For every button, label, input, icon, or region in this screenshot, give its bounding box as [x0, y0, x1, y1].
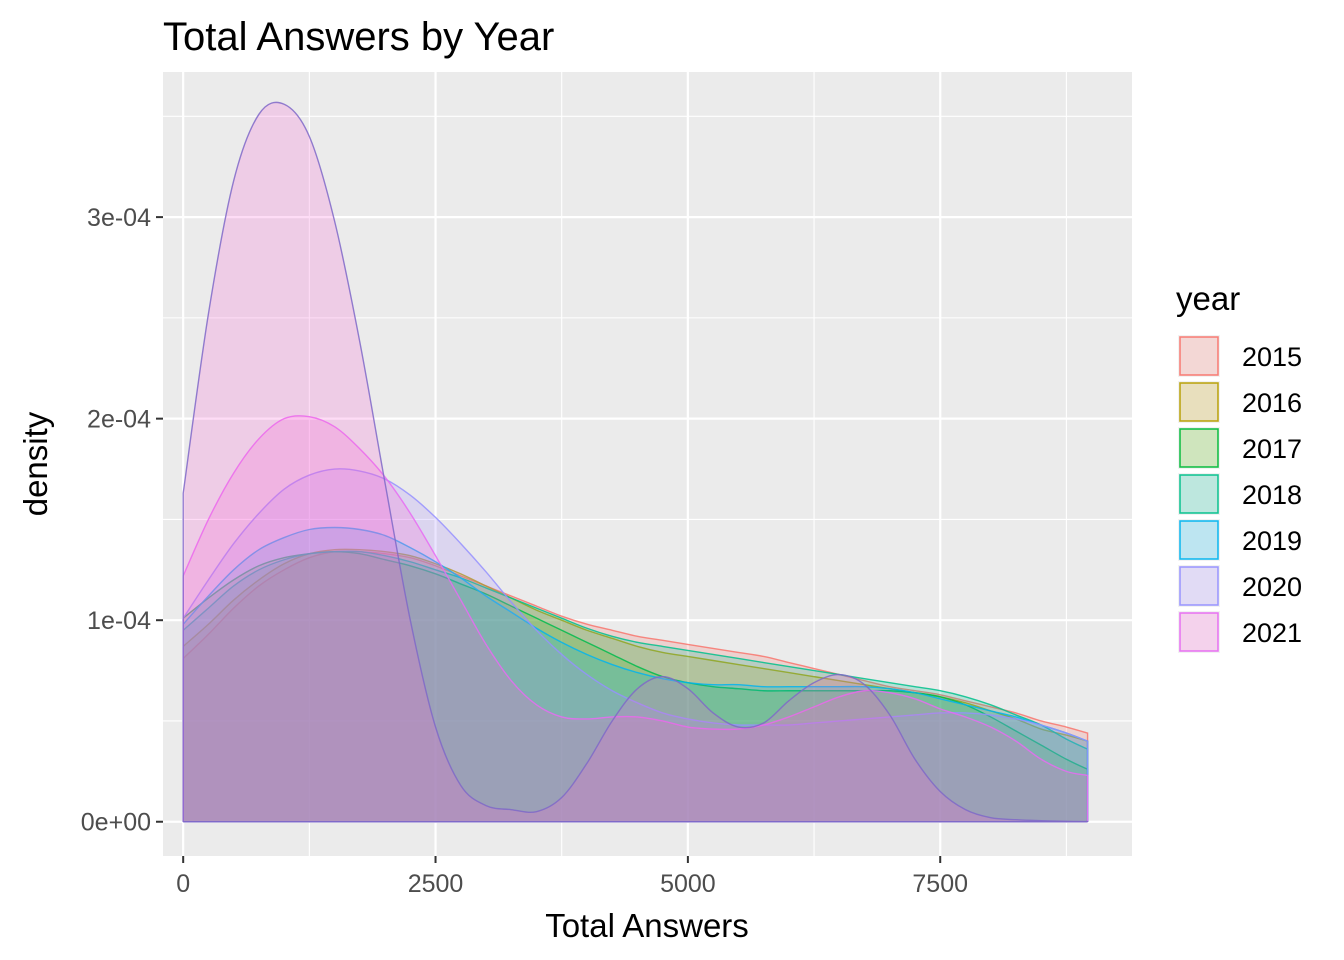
legend-key-background: [1178, 565, 1220, 607]
legend-key-2021: [1179, 612, 1219, 652]
legend-key-2017: [1179, 428, 1219, 468]
legend-key-background: [1178, 611, 1220, 653]
x-axis-title: Total Answers: [545, 907, 749, 944]
density-line-2018: [182, 550, 1089, 822]
legend-key-background: [1178, 335, 1220, 377]
legend-key-2019: [1179, 520, 1219, 560]
legend-label-2021: 2021: [1242, 618, 1302, 648]
legend-label-2015: 2015: [1242, 342, 1302, 372]
x-axis: 0 2500 5000 7500: [176, 856, 968, 898]
y-tick-label: 1e-04: [87, 607, 151, 635]
y-tick-label: 3e-04: [87, 204, 151, 232]
density-area-2017: [183, 551, 1088, 822]
density-area-2018: [183, 551, 1088, 822]
legend-key-background: [1178, 381, 1220, 423]
plot-panel: [163, 72, 1132, 856]
legend-title: year: [1176, 280, 1240, 317]
density-line-2019: [182, 526, 1089, 822]
density-area-2019: [183, 527, 1088, 822]
legend-key-background: [1178, 473, 1220, 515]
legend-key-background: [1178, 519, 1220, 561]
x-tick-label: 5000: [660, 870, 716, 898]
y-axis-title: density: [17, 411, 54, 516]
legend-key-2018: [1179, 474, 1219, 514]
legend-label-2018: 2018: [1242, 480, 1302, 510]
chart-title: Total Answers by Year: [163, 15, 554, 59]
density-area-2020: [183, 468, 1088, 822]
x-tick-label: 7500: [912, 870, 968, 898]
legend-key-2016: [1179, 382, 1219, 422]
legend-key-2020: [1179, 566, 1219, 606]
density-line-2020: [182, 468, 1089, 822]
legend-label-2016: 2016: [1242, 388, 1302, 418]
legend-key-2015: [1179, 336, 1219, 376]
x-tick-label: 0: [176, 870, 190, 898]
minor-gridlines: [163, 72, 1132, 856]
density-area-2021: [183, 102, 1088, 822]
legend-label-2019: 2019: [1242, 526, 1302, 556]
density-line-2021: [182, 415, 1089, 822]
y-tick-label: 0e+00: [81, 809, 151, 837]
legend-key-background: [1178, 427, 1220, 469]
density-area-2015: [183, 551, 1088, 822]
legend: year 2015 2016 2017 2018 2019 2020 2021: [1176, 280, 1302, 653]
density-line-2021: [182, 101, 1089, 823]
density-area-2021: [183, 415, 1088, 822]
x-tick-label: 2500: [408, 870, 464, 898]
legend-label-2020: 2020: [1242, 572, 1302, 602]
density-areas: [182, 101, 1089, 823]
legend-label-2017: 2017: [1242, 434, 1302, 464]
y-tick-label: 2e-04: [87, 406, 151, 434]
y-axis: 0e+00 1e-04 2e-04 3e-04: [81, 204, 163, 837]
legend-items: 2015 2016 2017 2018 2019 2020 2021: [1178, 335, 1302, 653]
